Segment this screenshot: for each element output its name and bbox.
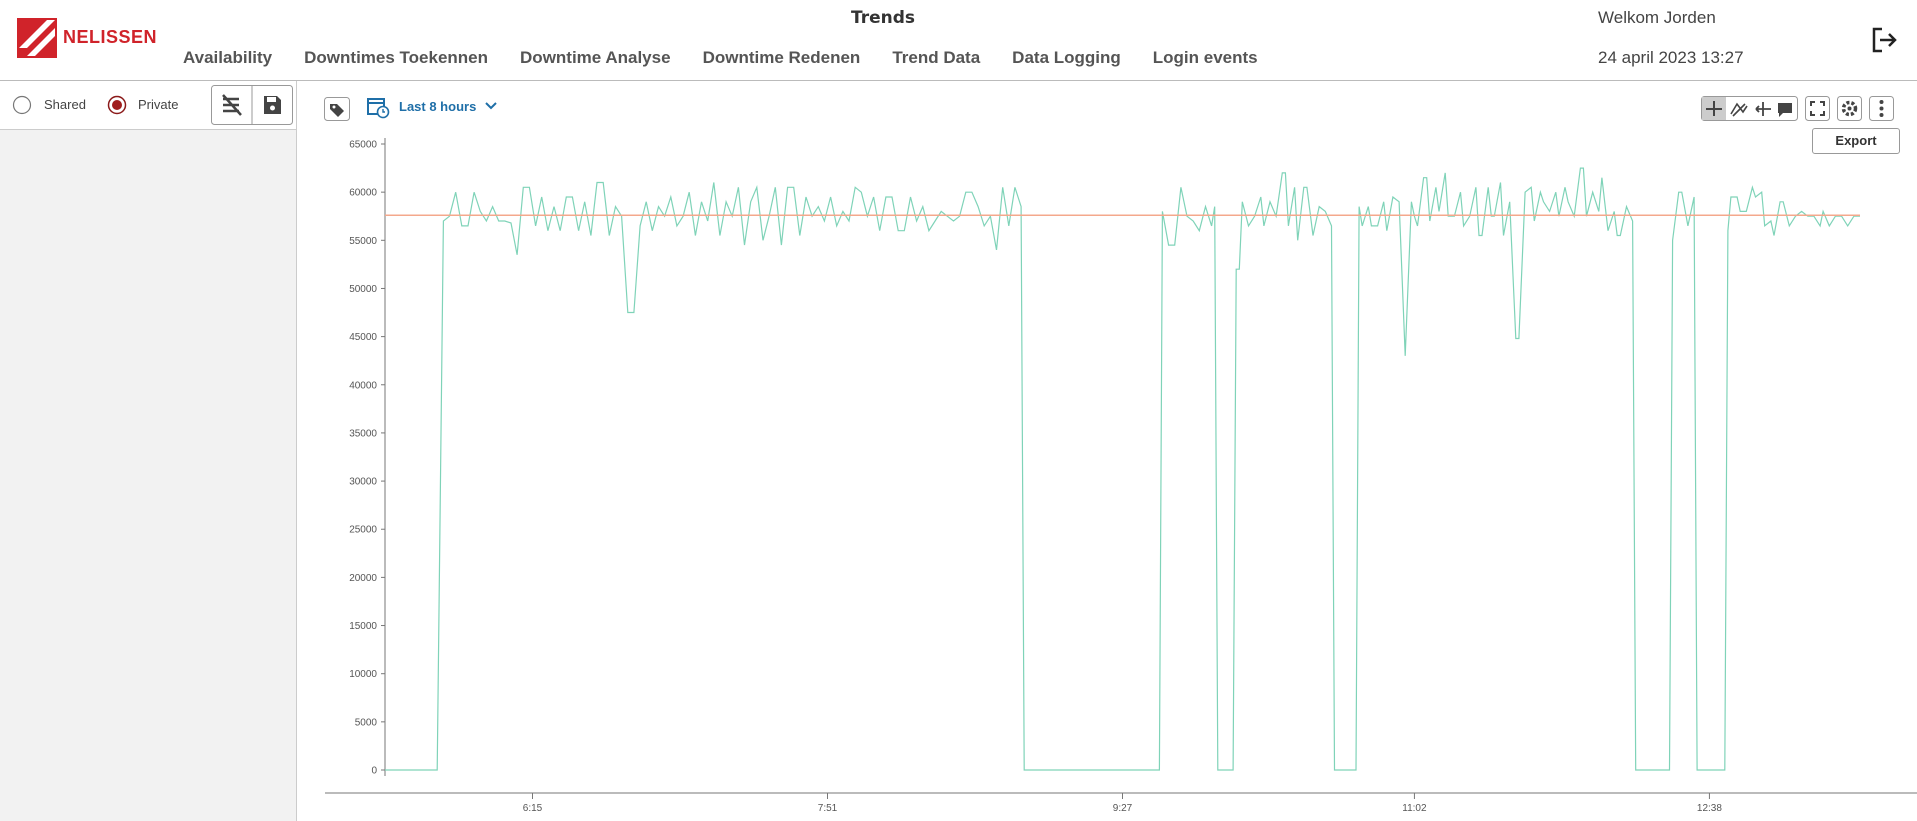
y-tick-label: 65000 [349,140,377,151]
radio-private[interactable] [107,95,127,115]
radio-label: Shared [44,97,86,112]
y-tick-label: 35000 [349,428,377,439]
y-tick-label: 45000 [349,332,377,343]
y-tick-label: 5000 [355,717,378,728]
page-title: Trends [850,8,916,28]
chart: 0 5000 10000 15000 20000 25000 30000 35000 40000… [325,138,1917,814]
x-tick-label: 7:51 [818,803,838,814]
nav-item[interactable]: Downtime Redenen [702,48,861,67]
sidebar: Shared Private [0,81,297,821]
chevron[interactable] [484,101,498,111]
x-tick-label: 9:27 [1113,803,1133,814]
radio-label: Private [138,97,179,112]
y-tick-label: 20000 [349,573,377,584]
export-button[interactable]: Export [1812,128,1900,154]
y-tick-label: 25000 [349,525,377,536]
nav-item[interactable]: Trend Data [892,48,981,67]
nav-item[interactable]: Downtime Analyse [520,48,671,67]
y-tick-label: 40000 [349,380,377,391]
calendar-icon[interactable] [366,95,390,119]
logo-icon [17,18,57,58]
chart-pane: Last 8 hours Export 0 5000 10000 15000 20000… [310,82,1917,821]
y-tick-label: 60000 [349,188,377,199]
sidebar-toolbar: Shared Private [0,81,296,130]
nav: Availability Downtimes Toekennen Downtime … [183,48,1258,68]
chart-tools[interactable] [1701,96,1913,122]
x-tick-label: 11:02 [1402,803,1427,814]
nav-item[interactable]: Downtimes Toekennen [304,48,489,67]
date: 24 april 2023 13:27 [1598,48,1744,67]
header: NELISSEN Trends Availability Downtimes To… [0,0,1917,81]
y-tick-label: 50000 [349,284,377,295]
range-picker[interactable]: Last 8 hours [399,99,477,114]
y-tick-label: 10000 [349,669,377,680]
nav-item[interactable]: Data Logging [1012,48,1121,67]
y-tick-label: 55000 [349,236,377,247]
nav-item[interactable]: Login events [1152,48,1258,67]
tag-button[interactable] [324,97,350,121]
data-line [385,167,1860,771]
y-tick-label: 30000 [349,477,377,488]
radio-shared[interactable] [12,95,32,115]
x-tick-label: 6:15 [523,803,543,814]
nav-item[interactable]: Availability [183,48,273,67]
logout-button[interactable] [1870,26,1898,54]
welcome: Welkom Jorden [1598,8,1716,27]
y-tick-label: 15000 [349,621,377,632]
x-tick-label: 12:38 [1697,803,1722,814]
y-tick-label: 0 [371,766,377,777]
logo: NELISSEN [63,27,158,47]
sidebar-buttons[interactable] [211,85,293,125]
